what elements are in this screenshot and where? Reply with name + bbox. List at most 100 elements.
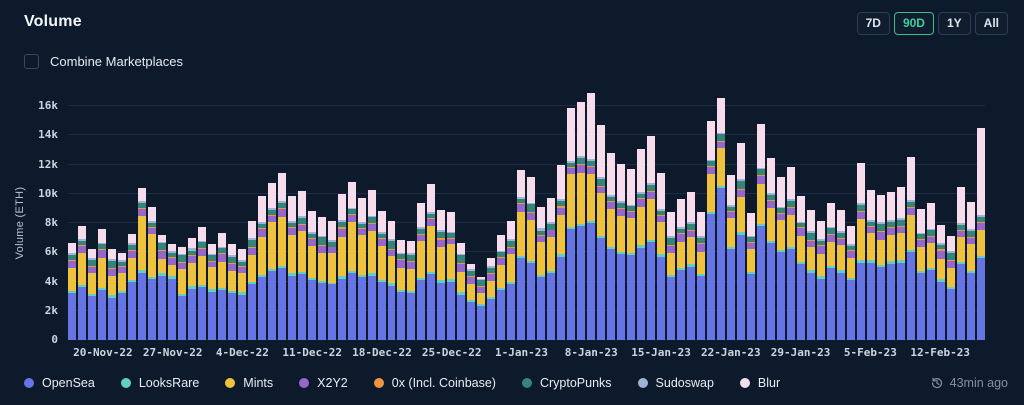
range-button-7d[interactable]: 7D [856,12,890,35]
bar-day-70[interactable] [766,106,775,340]
bar-day-39[interactable] [457,106,466,340]
bar-day-44[interactable] [507,106,516,340]
bar-day-51[interactable] [577,101,586,340]
legend-item-blur[interactable]: Blur [739,376,780,390]
bar-day-62[interactable] [687,106,696,340]
bar-day-65[interactable] [716,98,725,340]
bar-day-46[interactable] [527,106,536,340]
range-button-1y[interactable]: 1Y [937,12,971,35]
range-button-all[interactable]: All [974,12,1008,35]
bar-day-15[interactable] [217,106,226,340]
bar-day-61[interactable] [677,106,686,340]
bar-day-38[interactable] [447,106,456,340]
bar-day-55[interactable] [617,106,626,340]
legend-item-cryptopunks[interactable]: CryptoPunks [521,376,612,390]
bar-day-20[interactable] [267,106,276,340]
bar-day-5[interactable] [117,106,126,340]
bar-day-34[interactable] [407,106,416,340]
bar-day-89[interactable] [956,106,965,340]
bar-day-7[interactable] [137,106,146,340]
bar-day-19[interactable] [257,106,266,340]
bar-day-69[interactable] [756,106,765,340]
bar-day-83[interactable] [896,106,905,340]
bar-day-57[interactable] [637,106,646,340]
legend-item-opensea[interactable]: OpenSea [24,376,95,390]
bar-day-2[interactable] [87,106,96,340]
bar-day-41[interactable] [477,106,486,340]
bar-day-32[interactable] [387,106,396,340]
bar-day-16[interactable] [227,106,236,340]
bar-day-84[interactable] [906,106,915,340]
combine-marketplaces-toggle[interactable]: Combine Marketplaces [24,54,183,69]
legend-item-mints[interactable]: Mints [225,376,273,390]
bar-day-0[interactable] [68,106,76,340]
bar-day-22[interactable] [287,106,296,340]
bar-day-53[interactable] [597,106,606,340]
range-button-90d[interactable]: 90D [893,12,934,35]
legend-item-x2y2[interactable]: X2Y2 [299,376,348,390]
bar-day-71[interactable] [776,106,785,340]
bar-day-21[interactable] [277,106,286,340]
bar-day-87[interactable] [936,106,945,340]
bar-day-14[interactable] [207,106,216,340]
bar-day-79[interactable] [856,106,865,340]
bar-day-27[interactable] [337,106,346,340]
bar-day-60[interactable] [667,106,676,340]
bar-day-82[interactable] [886,106,895,340]
bar-day-67[interactable] [736,106,745,340]
bar-day-12[interactable] [187,106,196,340]
bar-day-3[interactable] [97,106,106,340]
bar-day-64[interactable] [707,106,715,340]
bar-day-36[interactable] [427,106,436,340]
bar-day-66[interactable] [726,106,735,340]
bar-day-88[interactable] [946,106,955,340]
bar-day-33[interactable] [397,106,406,340]
bar-day-75[interactable] [816,106,825,340]
bar-day-23[interactable] [297,106,306,340]
bar-day-42[interactable] [487,106,496,340]
bar-day-28[interactable] [347,106,356,340]
bar-day-47[interactable] [537,106,546,340]
bar-day-43[interactable] [497,106,506,340]
bar-day-63[interactable] [697,106,705,340]
bar-day-40[interactable] [467,106,476,340]
bar-day-56[interactable] [627,106,636,340]
bar-day-24[interactable] [307,106,316,340]
bar-day-73[interactable] [796,106,805,340]
bar-day-4[interactable] [107,106,116,340]
bar-day-29[interactable] [357,106,366,340]
bar-day-30[interactable] [367,106,376,340]
bar-day-35[interactable] [417,106,426,340]
legend-item-looksrare[interactable]: LooksRare [120,376,199,390]
bar-day-1[interactable] [77,106,86,340]
bar-day-85[interactable] [916,106,925,340]
bar-day-91[interactable] [976,106,985,340]
bar-day-50[interactable] [567,106,576,340]
bar-day-86[interactable] [926,106,935,340]
bar-day-49[interactable] [557,106,566,340]
bar-day-81[interactable] [876,106,885,340]
bar-day-74[interactable] [806,106,815,340]
bar-day-54[interactable] [607,106,616,340]
bar-day-9[interactable] [157,106,166,340]
bar-day-13[interactable] [197,106,206,340]
bar-day-11[interactable] [177,106,186,340]
bar-day-58[interactable] [647,106,656,340]
bar-day-8[interactable] [147,106,156,340]
bar-day-17[interactable] [237,106,246,340]
bar-day-76[interactable] [826,106,835,340]
combine-checkbox[interactable] [24,54,39,69]
bar-day-6[interactable] [127,106,136,340]
bar-day-10[interactable] [167,106,176,340]
bar-day-45[interactable] [517,106,526,340]
bar-day-80[interactable] [866,106,875,340]
bar-day-90[interactable] [966,106,975,340]
bar-day-59[interactable] [657,106,666,340]
legend-item-0x-incl-coinbase-[interactable]: 0x (Incl. Coinbase) [373,376,496,390]
bar-day-48[interactable] [547,106,556,340]
bar-day-77[interactable] [836,106,845,340]
bar-day-52[interactable] [587,92,596,340]
bar-day-26[interactable] [327,106,336,340]
bar-day-72[interactable] [786,106,795,340]
bar-day-25[interactable] [317,106,326,340]
